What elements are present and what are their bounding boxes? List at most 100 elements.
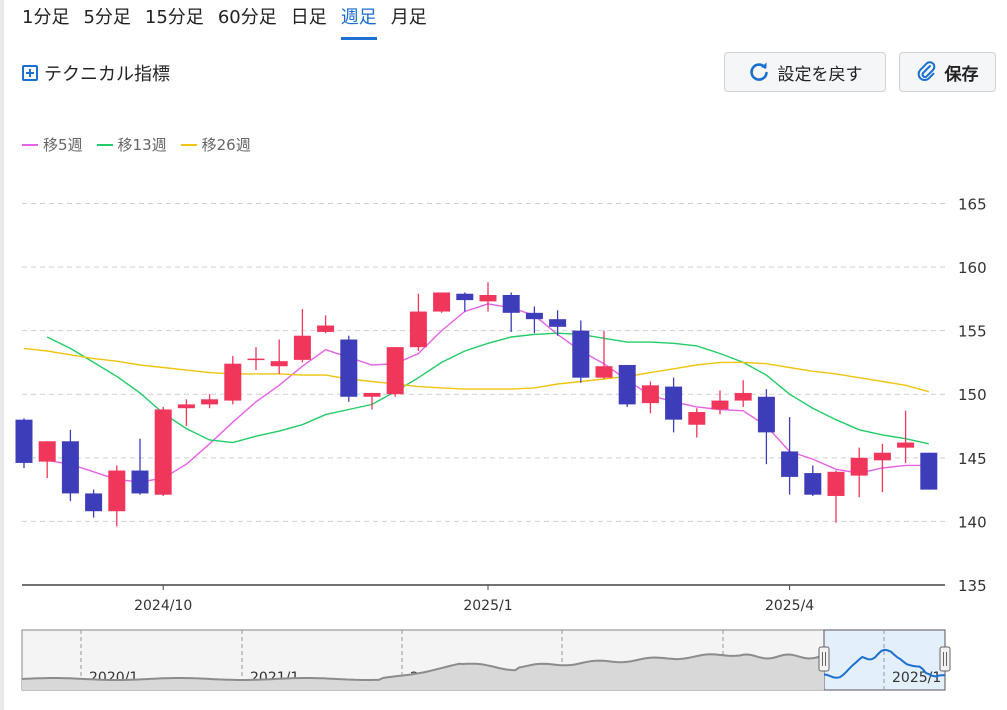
- y-tick-label: 165: [958, 195, 987, 213]
- candle-body: [665, 386, 683, 420]
- candle-body: [363, 392, 381, 397]
- ma26-line: [23, 347, 929, 393]
- candle: [850, 447, 868, 498]
- candle: [618, 364, 636, 407]
- legend-line-icon: [180, 143, 197, 146]
- candle: [734, 380, 752, 407]
- save-button[interactable]: 保存: [899, 52, 996, 92]
- legend-label: 移5週: [43, 136, 83, 154]
- candle: [409, 293, 427, 351]
- x-tick-label: 2024/10: [134, 598, 192, 614]
- navigator-area: [22, 654, 824, 690]
- candle: [15, 418, 33, 468]
- candle-body: [595, 366, 613, 378]
- candle-body: [641, 385, 659, 404]
- candle-body: [688, 412, 706, 425]
- x-tick-label: 2025/1: [463, 598, 512, 614]
- candle-body: [154, 409, 172, 495]
- candle: [688, 408, 706, 438]
- technical-indicator-label: テクニカル指標: [44, 64, 170, 85]
- candle-body: [456, 293, 474, 301]
- candle-body: [572, 330, 590, 378]
- x-tick-label: 2025/4: [765, 598, 814, 614]
- candle: [61, 429, 79, 502]
- tab-5[interactable]: 週足: [340, 4, 377, 40]
- candle-body: [873, 452, 891, 461]
- candle-body: [108, 470, 126, 512]
- candle: [572, 320, 590, 383]
- navigator-right-handle[interactable]: [939, 646, 951, 672]
- save-label: 保存: [944, 64, 979, 85]
- candle-body: [850, 457, 868, 476]
- left-edge: [0, 0, 4, 710]
- technical-indicator-button[interactable]: テクニカル指標: [22, 60, 170, 86]
- candle-body: [734, 392, 752, 401]
- candle-body: [897, 442, 915, 448]
- candle: [85, 489, 103, 518]
- candle: [433, 292, 451, 313]
- y-tick-label: 135: [958, 577, 987, 595]
- candle: [456, 292, 474, 312]
- y-tick-label: 145: [958, 450, 987, 468]
- candle-body: [479, 295, 497, 302]
- candle-body: [502, 295, 520, 313]
- refresh-icon: [749, 62, 768, 81]
- candle: [38, 441, 56, 479]
- legend-item-0[interactable]: 移5週: [22, 134, 83, 155]
- candle-body: [827, 471, 845, 496]
- candle: [711, 390, 729, 415]
- paperclip-icon: [917, 61, 935, 81]
- candle-body: [317, 325, 335, 332]
- candle: [502, 292, 520, 332]
- candle-body: [920, 452, 938, 490]
- plus-icon: [22, 65, 38, 81]
- tab-0[interactable]: 1分足: [22, 7, 70, 28]
- candle: [873, 443, 891, 493]
- legend-item-2[interactable]: 移26週: [180, 134, 251, 155]
- legend-line-icon: [96, 143, 113, 146]
- y-tick-label: 160: [958, 259, 987, 277]
- tab-2[interactable]: 15分足: [144, 7, 204, 28]
- candle: [270, 339, 288, 374]
- y-tick-label: 140: [958, 513, 987, 531]
- navigator-label: 2025/1: [892, 670, 941, 686]
- candle: [154, 406, 172, 496]
- candle: [549, 310, 567, 336]
- tab-1[interactable]: 5分足: [83, 7, 131, 28]
- candle-body: [711, 400, 729, 410]
- tab-4[interactable]: 日足: [290, 7, 327, 28]
- candle: [224, 356, 242, 405]
- candle: [641, 381, 659, 414]
- candle: [247, 347, 265, 371]
- candle-body: [781, 451, 799, 477]
- navigator-left-handle[interactable]: [818, 646, 830, 672]
- candle-body: [61, 441, 79, 494]
- y-tick-label: 155: [958, 323, 987, 341]
- candle-body: [618, 364, 636, 405]
- candle: [525, 306, 543, 334]
- candle-body: [201, 399, 219, 405]
- tab-6[interactable]: 月足: [390, 7, 427, 28]
- navigator-line: [21, 653, 825, 681]
- candle: [781, 417, 799, 495]
- reset-settings-button[interactable]: 設定を戻す: [724, 52, 886, 92]
- ma13-line: [46, 332, 929, 445]
- candle-body: [340, 339, 358, 397]
- y-tick-label: 150: [958, 386, 987, 404]
- candle: [757, 389, 775, 465]
- candle-body: [177, 404, 195, 409]
- legend-label: 移13週: [117, 136, 167, 154]
- candle-body: [15, 419, 33, 463]
- candle: [293, 309, 311, 363]
- candle-body: [224, 363, 242, 401]
- reset-settings-label: 設定を戻す: [777, 64, 863, 85]
- candle: [479, 282, 497, 312]
- candle-body: [433, 292, 451, 312]
- tab-3[interactable]: 60分足: [217, 7, 277, 28]
- candle-body: [525, 312, 543, 320]
- candle-body: [409, 311, 427, 348]
- candle: [827, 470, 845, 523]
- legend-item-1[interactable]: 移13週: [96, 134, 167, 155]
- timeframe-tabs: 1分足 5分足 15分足 60分足 日足 週足 月足: [22, 4, 427, 40]
